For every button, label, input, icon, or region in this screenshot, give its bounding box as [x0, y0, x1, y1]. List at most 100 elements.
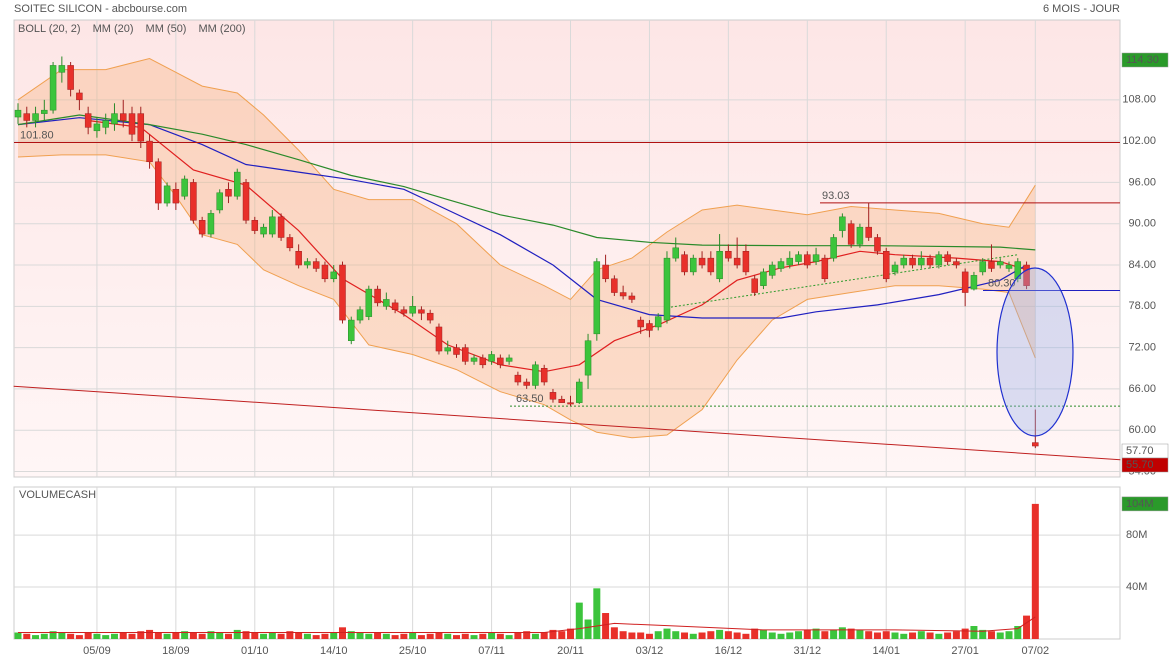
- x-tick-label: 16/12: [715, 645, 743, 657]
- candle-body: [874, 237, 881, 252]
- candle-body: [409, 306, 416, 314]
- volume-bar: [873, 632, 881, 639]
- volume-bar: [505, 635, 513, 639]
- volume-bar: [172, 632, 180, 639]
- candle-body: [312, 261, 320, 269]
- volume-bar: [321, 633, 329, 639]
- volume-bar: [733, 632, 741, 639]
- candle-body: [119, 113, 127, 121]
- y-tick-label: 40M: [1126, 581, 1147, 593]
- volume-bar: [786, 632, 794, 639]
- volume-bar: [260, 633, 268, 639]
- candle-body: [786, 257, 794, 266]
- candle-body: [961, 271, 969, 293]
- volume-bar: [75, 635, 83, 639]
- volume-bar: [295, 632, 303, 639]
- candle-body: [593, 261, 601, 335]
- candle-body: [391, 302, 399, 311]
- price-panel: [13, 19, 1121, 478]
- candle-body: [383, 299, 390, 307]
- candle-body: [505, 357, 513, 362]
- candle-body: [716, 251, 723, 280]
- volume-panel: [13, 486, 1121, 640]
- volume-bar: [58, 632, 66, 639]
- volume-bar: [768, 632, 776, 639]
- candle-body: [567, 402, 574, 405]
- candle-body: [286, 237, 294, 249]
- volume-bar: [882, 631, 890, 639]
- volume-bar: [970, 626, 978, 639]
- volume-bar: [663, 628, 671, 639]
- candle-body: [619, 292, 627, 297]
- volume-bar: [549, 629, 557, 639]
- y-tick-label: 60.00: [1128, 424, 1156, 436]
- candle-body: [707, 257, 715, 273]
- candle-body: [839, 216, 846, 231]
- volume-bar: [1031, 503, 1039, 639]
- volume-bar: [865, 631, 873, 639]
- candle-body: [935, 254, 943, 266]
- volume-bar: [49, 631, 57, 639]
- volume-bar: [330, 632, 338, 639]
- x-tick-label: 07/02: [1022, 645, 1050, 657]
- volume-bar: [795, 631, 803, 639]
- volume-bar: [856, 629, 864, 639]
- candle-body: [497, 357, 504, 366]
- volume-bar: [812, 628, 820, 639]
- volume-bar: [453, 635, 460, 639]
- volume-bar: [444, 633, 452, 639]
- price-box: [1121, 52, 1169, 68]
- candle-body: [1023, 264, 1030, 286]
- volume-bar: [198, 633, 206, 639]
- candle-body: [584, 340, 592, 376]
- candle-body: [32, 113, 39, 121]
- volume-bar: [926, 632, 934, 639]
- candle-body: [979, 261, 986, 273]
- level-label: 101.80: [20, 129, 54, 141]
- candle-body: [453, 347, 460, 355]
- volume-bar: [496, 633, 504, 639]
- candle-body: [251, 220, 259, 231]
- moving-average: [17, 117, 1027, 319]
- candle-body: [356, 309, 364, 321]
- candle-body: [602, 264, 609, 280]
- candle-body: [374, 288, 381, 304]
- level-label: 80.30: [988, 277, 1016, 289]
- candle-body: [847, 223, 855, 245]
- candle-body: [549, 392, 557, 400]
- candle-body: [234, 171, 241, 197]
- volume-bar: [365, 633, 373, 639]
- candle-body: [725, 251, 732, 259]
- volume-bar: [698, 632, 706, 639]
- candle-body: [900, 257, 908, 266]
- x-tick-label: 25/10: [399, 645, 427, 657]
- candle-body: [690, 257, 697, 273]
- volume-bar: [146, 629, 154, 639]
- volume-bar: [514, 632, 522, 639]
- volume-bar: [996, 632, 1004, 639]
- candle-body: [84, 113, 92, 128]
- candle-body: [611, 278, 618, 293]
- candle-body: [795, 254, 802, 262]
- candle-body: [646, 323, 653, 331]
- volume-title: VOLUMECASH: [19, 489, 96, 501]
- volume-bar: [619, 631, 627, 639]
- volume-bar: [347, 631, 355, 639]
- x-tick-label: 07/11: [478, 645, 505, 657]
- volume-bar: [207, 631, 215, 639]
- volume-bar: [189, 632, 197, 639]
- volume-bar: [681, 632, 689, 639]
- candle-body: [988, 261, 995, 269]
- candle-body: [970, 275, 978, 290]
- candle-body: [190, 182, 197, 221]
- y-tick-label: 96.00: [1128, 176, 1156, 188]
- volume-bar: [944, 632, 952, 639]
- volume-bar: [233, 629, 241, 639]
- candle-body: [821, 257, 829, 280]
- candle-body: [926, 257, 934, 266]
- y-tick-label: 80M: [1126, 529, 1147, 541]
- price-box-label: 55.70: [1126, 459, 1154, 471]
- volume-bar: [707, 631, 715, 639]
- candle-body: [470, 357, 478, 362]
- candle-body: [558, 398, 565, 403]
